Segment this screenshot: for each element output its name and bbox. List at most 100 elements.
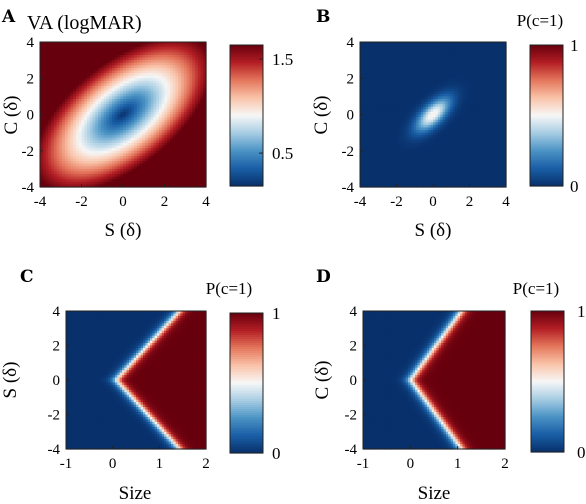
heatmap-cell <box>433 47 437 51</box>
heatmap-cell <box>170 184 174 188</box>
heatmap-cell <box>81 67 85 72</box>
heatmap-cell <box>131 179 135 183</box>
heatmap-cell <box>64 181 69 186</box>
heatmap-cell <box>92 57 96 61</box>
heatmap-cell <box>109 181 113 186</box>
heatmap-cell <box>125 130 130 134</box>
heatmap-cell <box>40 153 44 157</box>
heatmap-cell <box>114 119 119 123</box>
heatmap-cell <box>81 60 85 64</box>
heatmap-cell <box>103 83 107 87</box>
heatmap-cell <box>139 60 143 64</box>
heatmap-cell <box>92 86 96 90</box>
heatmap-cell <box>488 49 492 53</box>
heatmap-cell <box>40 135 44 139</box>
heatmap-cell <box>172 78 177 82</box>
heatmap-cell <box>53 168 58 173</box>
heatmap-cell <box>147 150 152 154</box>
heatmap-cell <box>103 96 107 100</box>
heatmap-cell <box>56 109 60 113</box>
heatmap-cell <box>435 52 439 56</box>
heatmap-cell <box>153 88 157 92</box>
heatmap-cell <box>123 184 127 188</box>
heatmap-cell <box>194 176 199 180</box>
heatmap-cell <box>170 142 174 147</box>
heatmap-cell <box>40 111 44 116</box>
heatmap-cell <box>445 54 449 59</box>
heatmap-cell <box>153 130 157 134</box>
heatmap-cell <box>40 101 44 105</box>
heatmap-cell <box>70 137 74 141</box>
heatmap-cell <box>139 181 143 186</box>
heatmap-cell <box>59 171 63 175</box>
heatmap-cell <box>111 171 116 175</box>
heatmap-cell <box>95 54 99 59</box>
heatmap-cell <box>109 109 113 113</box>
heatmap-cell <box>503 54 507 59</box>
heatmap-cell <box>153 140 157 144</box>
heatmap-cell <box>139 75 143 79</box>
heatmap-cell <box>111 60 116 64</box>
heatmap-cell <box>150 47 155 51</box>
heatmap-cell <box>59 181 63 186</box>
heatmap-cell <box>153 145 157 149</box>
heatmap-cell <box>114 124 119 129</box>
heatmap-cell <box>175 114 179 118</box>
heatmap-cell <box>48 161 52 165</box>
heatmap-cell <box>53 70 58 74</box>
heatmap-cell <box>181 181 185 186</box>
heatmap-cell <box>45 171 49 175</box>
heatmap-cell <box>172 122 177 126</box>
heatmap-cell <box>153 101 157 105</box>
heatmap-cell <box>381 47 385 51</box>
heatmap-cell <box>117 114 121 118</box>
heatmap-cell <box>398 42 402 46</box>
heatmap-cell <box>95 67 99 72</box>
heatmap-cell <box>496 54 500 59</box>
heatmap-cell <box>120 104 124 108</box>
heatmap-cell <box>89 181 94 186</box>
heatmap-cell <box>194 171 199 175</box>
heatmap-cell <box>100 132 105 136</box>
heatmap-cell <box>194 73 199 77</box>
heatmap-cell <box>84 114 88 118</box>
heatmap-cell <box>45 135 49 139</box>
heatmap-cell <box>161 174 166 178</box>
heatmap-cell <box>178 119 182 123</box>
heatmap-cell <box>156 70 160 74</box>
heatmap-cell <box>109 67 113 72</box>
heatmap-cell <box>45 124 49 129</box>
heatmap-cell <box>109 119 113 123</box>
heatmap-cell <box>131 127 135 131</box>
heatmap-cell <box>389 57 393 61</box>
heatmap-cell <box>374 44 378 48</box>
heatmap-cell <box>81 83 85 87</box>
heatmap-cell <box>156 75 160 79</box>
heatmap-cell <box>95 80 99 85</box>
heatmap-cell <box>442 47 446 51</box>
heatmap-cell <box>374 57 378 61</box>
heatmap-cell <box>128 184 132 188</box>
heatmap-cell <box>87 67 91 72</box>
heatmap-cell <box>147 153 152 157</box>
heatmap-cell <box>192 101 196 105</box>
heatmap-cell <box>75 47 80 51</box>
heatmap-cell <box>78 174 83 178</box>
heatmap-cell <box>51 109 55 113</box>
heatmap-cell <box>186 155 190 160</box>
heatmap-cell <box>364 47 368 51</box>
heatmap-cell <box>153 111 157 116</box>
heatmap-cell <box>134 122 138 126</box>
heatmap-cell <box>479 44 483 48</box>
heatmap-cell <box>189 179 193 183</box>
heatmap-cell <box>136 114 141 118</box>
heatmap-cell <box>70 104 74 108</box>
heatmap-cell <box>445 42 449 46</box>
heatmap-cell <box>84 54 88 59</box>
heatmap-cell <box>59 161 63 165</box>
heatmap-cell <box>106 181 110 186</box>
heatmap-cell <box>128 137 132 141</box>
heatmap-cell <box>111 44 116 48</box>
heatmap-cell <box>100 83 105 87</box>
heatmap-cell <box>362 44 366 48</box>
